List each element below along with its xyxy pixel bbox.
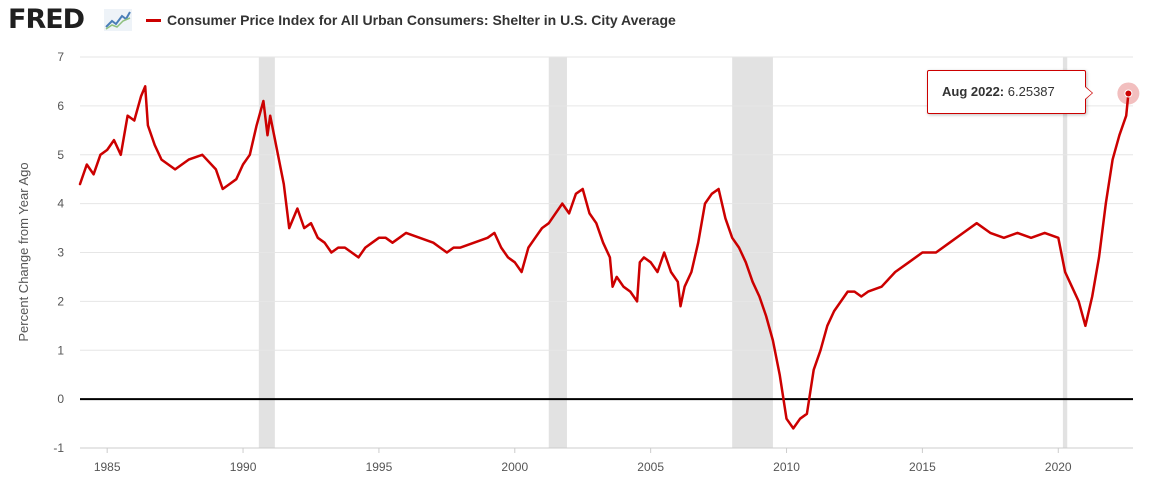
- x-tick-label: 2015: [909, 460, 936, 474]
- x-tick-label: 1985: [94, 460, 121, 474]
- y-axis-label: Percent Change from Year Ago: [16, 162, 31, 341]
- x-tick-labels: 1985 1990 1995 2000 2005 2010 2015 2020: [94, 460, 1072, 474]
- series-group: [78, 85, 1130, 430]
- x-tick-label: 2010: [773, 460, 800, 474]
- x-tick-label: 2000: [501, 460, 528, 474]
- y-tick-label: 6: [57, 99, 64, 113]
- y-tick-label: 3: [57, 246, 64, 260]
- fred-logo[interactable]: FRED: [8, 4, 85, 35]
- y-tick-labels: 7 6 5 4 3 2 1 0 -1: [53, 50, 64, 455]
- y-tick-label: 1: [57, 343, 64, 357]
- legend-label: Consumer Price Index for All Urban Consu…: [167, 12, 676, 28]
- x-tick-label: 2005: [637, 460, 664, 474]
- x-tick-label: 1995: [366, 460, 393, 474]
- series-line[interactable]: [78, 85, 1130, 430]
- axes: [80, 447, 1133, 453]
- highlight-point[interactable]: [1124, 89, 1133, 98]
- y-tick-label: 7: [57, 50, 64, 64]
- x-tick-label: 1990: [230, 460, 257, 474]
- highlight-marker: [1117, 82, 1140, 105]
- tooltip-date: Aug 2022:: [942, 84, 1005, 99]
- y-tick-label: 2: [57, 294, 64, 308]
- chart-legend[interactable]: Consumer Price Index for All Urban Consu…: [146, 12, 676, 28]
- y-tick-label: 4: [57, 197, 64, 211]
- y-tick-label: 5: [57, 148, 64, 162]
- x-tick-label: 2020: [1045, 460, 1072, 474]
- data-tooltip: Aug 2022: 6.25387: [927, 70, 1093, 114]
- chart-header: FRED Consumer Price Index for All Urban …: [0, 0, 1150, 40]
- y-tick-label: 0: [57, 392, 64, 406]
- tooltip-value: 6.25387: [1007, 84, 1055, 99]
- y-tick-label: -1: [53, 441, 64, 455]
- trend-line-icon: [104, 9, 132, 31]
- legend-swatch: [146, 18, 161, 22]
